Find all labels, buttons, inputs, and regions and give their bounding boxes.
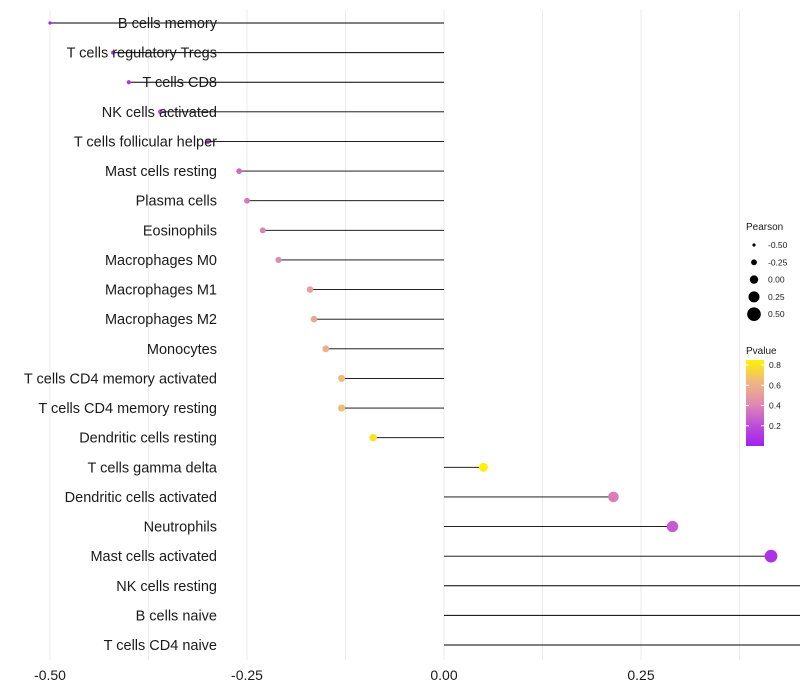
x-tick-label: 0.00	[430, 667, 457, 683]
legend-pearson-title: Pearson	[746, 222, 783, 233]
category-label: T cells CD4 naive	[104, 638, 217, 654]
lollipop-dots	[48, 21, 778, 563]
legend-size-label: 0.50	[768, 309, 785, 319]
lollipop-dot	[244, 197, 250, 204]
category-label: Macrophages M1	[105, 283, 217, 299]
lollipop-dot	[764, 549, 778, 563]
legend-size-dot	[751, 259, 757, 266]
category-label: B cells naive	[136, 608, 217, 624]
lollipop-dot	[478, 462, 488, 472]
category-label: NK cells activated	[102, 105, 217, 121]
lollipop-dot	[338, 404, 346, 412]
lollipop-dot	[310, 315, 318, 323]
category-label: Eosinophils	[143, 223, 217, 239]
legend-size-dot	[749, 275, 759, 284]
category-label: Macrophages M0	[105, 253, 217, 269]
lollipop-dot	[322, 345, 330, 353]
legend-color-label: 0.2	[769, 421, 781, 431]
lollipop-stems	[50, 22, 800, 646]
category-label: T cells follicular helper	[74, 134, 217, 150]
x-tick-label: -0.50	[34, 667, 66, 683]
legend-size-dot	[752, 243, 756, 247]
lollipop-dot	[338, 374, 346, 382]
legend-size-label: 0.25	[768, 292, 785, 302]
category-label: T cells gamma delta	[88, 460, 218, 476]
category-label: NK cells resting	[116, 579, 217, 595]
category-label: Macrophages M2	[105, 312, 217, 328]
legend-size-label: -0.25	[768, 257, 788, 267]
category-label: Mast cells activated	[90, 549, 217, 565]
x-tick-label: -0.25	[231, 667, 263, 683]
x-axis-ticks: -0.50-0.250.000.250.50	[34, 667, 655, 683]
category-label: T cells CD8	[142, 75, 217, 91]
category-label: B cells memory	[118, 16, 218, 32]
category-label: Mast cells resting	[105, 164, 217, 180]
legend-size-label: 0.00	[768, 275, 785, 285]
category-labels: B cells memory T cells regulatory Tregs T …	[24, 16, 218, 654]
lollipop-dot	[666, 520, 679, 533]
category-label: Dendritic cells activated	[65, 490, 217, 506]
lollipop-dot	[306, 286, 314, 293]
grid-lines	[49, 10, 740, 660]
legend-color-label: 0.8	[769, 360, 781, 370]
legend-color-bar	[746, 360, 764, 446]
lollipop-dot	[111, 50, 116, 55]
lollipop-dot	[236, 168, 242, 174]
x-tick-label: 0.25	[627, 667, 654, 683]
category-label: Monocytes	[147, 342, 217, 358]
lollipop-dot	[275, 256, 282, 264]
legend-pvalue-title: Pvalue	[746, 346, 777, 357]
legend-size-label: -0.50	[768, 240, 788, 250]
category-label: T cells CD4 memory activated	[24, 371, 217, 387]
lollipop-dot	[204, 138, 211, 145]
legend-pvalue: Pvalue 0.2 0.4 0.6 0.8	[746, 346, 781, 446]
legend-color-label: 0.6	[769, 380, 781, 390]
lollipop-dot	[259, 227, 266, 234]
lollipop-dot	[608, 491, 619, 503]
lollipop-dot	[48, 21, 52, 25]
lollipop-dot	[369, 433, 377, 442]
legend-pearson: Pearson -0.50 -0.25 0.00 0.25 0.50	[746, 222, 788, 322]
legend-size-dot	[748, 291, 760, 303]
category-label: Neutrophils	[144, 520, 217, 536]
legend-color-label: 0.4	[769, 401, 781, 411]
category-label: Plasma cells	[136, 194, 217, 210]
lollipop-dot	[157, 109, 163, 115]
legend-size-dot	[747, 307, 761, 322]
category-label: Dendritic cells resting	[79, 431, 217, 447]
lollipop-dot	[126, 80, 131, 85]
category-label: T cells regulatory Tregs	[67, 46, 217, 62]
category-label: T cells CD4 memory resting	[38, 401, 217, 417]
